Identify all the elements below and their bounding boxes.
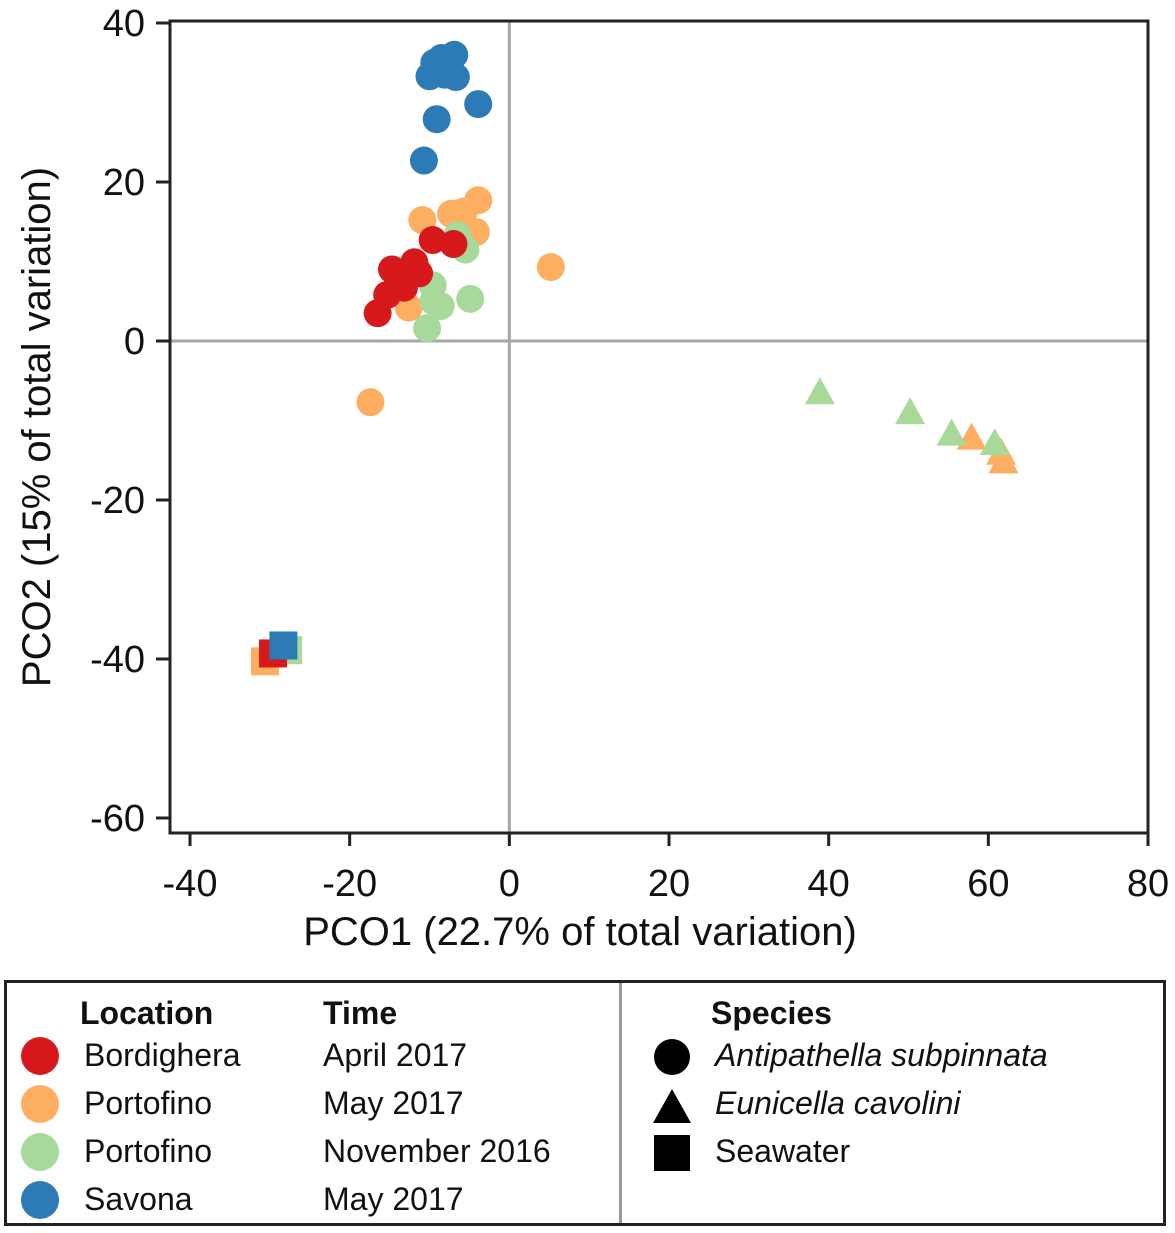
legend-time-header: Time bbox=[323, 995, 398, 1031]
legend-swatch-portofino-nov bbox=[21, 1133, 59, 1171]
data-point-triangle bbox=[804, 377, 835, 405]
x-tick-label: -40 bbox=[163, 863, 218, 905]
data-point-circle bbox=[413, 314, 442, 343]
data-point-circle bbox=[409, 146, 438, 175]
data-point-triangle bbox=[895, 397, 926, 425]
y-tick-label: -60 bbox=[90, 798, 145, 840]
legend-time-april-2017: April 2017 bbox=[323, 1037, 468, 1073]
data-point-triangle bbox=[936, 418, 967, 446]
data-point-square bbox=[269, 631, 298, 660]
x-tick-label: 20 bbox=[648, 863, 690, 905]
data-point-triangle bbox=[979, 428, 1010, 456]
data-point-circle bbox=[464, 90, 493, 119]
data-points bbox=[251, 40, 1019, 676]
x-tick-label: 40 bbox=[808, 863, 850, 905]
reference-lines bbox=[170, 21, 1148, 833]
data-point-circle bbox=[464, 186, 493, 215]
y-tick-label: -20 bbox=[90, 480, 145, 522]
plot-frame bbox=[168, 19, 1150, 835]
x-tick-label: 60 bbox=[967, 863, 1009, 905]
legend-swatch-bordighera bbox=[21, 1037, 59, 1075]
y-tick-label: 40 bbox=[103, 3, 145, 45]
legend-time-may-2017: May 2017 bbox=[323, 1085, 464, 1121]
legend-species-seawater: Seawater bbox=[715, 1133, 851, 1169]
legend-species-eunicella: Eunicella cavolini bbox=[715, 1085, 961, 1121]
legend-location-savona: Savona bbox=[84, 1181, 193, 1217]
y-tick-label: 20 bbox=[103, 162, 145, 204]
legend-location-portofino-may: Portofino bbox=[84, 1085, 213, 1121]
x-tick-label: 0 bbox=[499, 863, 520, 905]
legend-location-header: Location bbox=[80, 995, 214, 1031]
data-point-circle bbox=[456, 284, 485, 313]
data-point-circle bbox=[363, 299, 392, 328]
data-point-circle bbox=[405, 259, 434, 288]
legend-divider bbox=[619, 983, 622, 1223]
square-icon bbox=[654, 1135, 690, 1171]
data-point-circle bbox=[536, 253, 565, 282]
data-point-circle bbox=[356, 388, 385, 417]
data-point-circle bbox=[418, 226, 447, 255]
data-point-circle bbox=[426, 292, 455, 321]
x-tick-label: 80 bbox=[1127, 863, 1169, 905]
circle-icon bbox=[654, 1039, 690, 1075]
y-tick-label: -40 bbox=[90, 639, 145, 681]
pco-scatter-chart: -40 -20 0 20 40 60 80 -60 -40 -20 0 20 40 PCO1 (22.7… bbox=[15, 3, 1169, 954]
legend: Location Time Species Bordighera April 2… bbox=[4, 980, 1166, 1226]
legend-location-portofino-nov: Portofino bbox=[84, 1133, 213, 1169]
legend-species-header: Species bbox=[711, 995, 832, 1031]
legend-time-november-2016: November 2016 bbox=[323, 1133, 551, 1169]
data-point-circle bbox=[422, 105, 451, 134]
x-axis-label: PCO1 (22.7% of total variation) bbox=[303, 910, 857, 954]
y-tick-label: 0 bbox=[124, 321, 145, 363]
legend-location-bordighera: Bordighera bbox=[84, 1037, 241, 1073]
legend-species-antipathella: Antipathella subpinnata bbox=[715, 1037, 1048, 1073]
data-point-circle bbox=[439, 230, 468, 259]
x-tick-label: -20 bbox=[322, 863, 377, 905]
axes: -40 -20 0 20 40 60 80 -60 -40 -20 0 20 40 bbox=[90, 3, 1169, 905]
legend-time-savona-may-2017: May 2017 bbox=[323, 1181, 464, 1217]
legend-swatch-savona bbox=[21, 1181, 59, 1219]
y-axis-label: PCO2 (15% of total variation) bbox=[15, 167, 59, 687]
data-point-triangle bbox=[988, 446, 1019, 474]
legend-swatch-portofino-may bbox=[21, 1085, 59, 1123]
data-point-circle bbox=[415, 62, 444, 91]
triangle-icon bbox=[653, 1089, 691, 1123]
